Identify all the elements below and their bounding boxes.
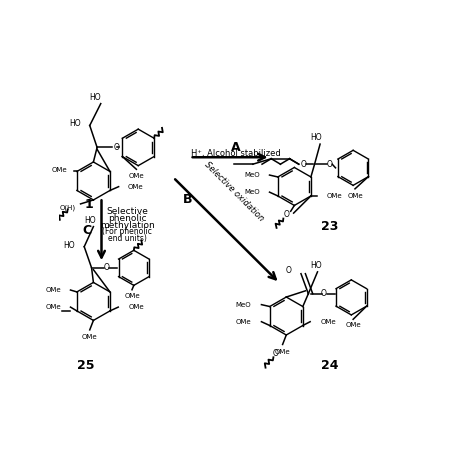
Text: OMe: OMe <box>124 293 140 299</box>
Text: OMe: OMe <box>275 349 291 355</box>
Text: OMe: OMe <box>347 193 363 199</box>
Text: 1: 1 <box>85 198 94 211</box>
Text: methylation: methylation <box>100 220 155 229</box>
Text: O(H): O(H) <box>60 204 76 211</box>
Text: O: O <box>284 210 290 219</box>
Text: 23: 23 <box>320 220 338 233</box>
Text: O: O <box>321 289 327 298</box>
Text: O: O <box>273 349 278 358</box>
Text: OMe: OMe <box>128 183 143 190</box>
Text: O: O <box>326 160 332 169</box>
Text: C: C <box>82 224 91 237</box>
Text: 25: 25 <box>77 359 94 372</box>
Text: OMe: OMe <box>327 193 342 199</box>
Text: MeO: MeO <box>235 301 251 308</box>
Text: O: O <box>301 160 307 169</box>
Text: 24: 24 <box>320 359 338 372</box>
Text: HO: HO <box>64 241 75 250</box>
Text: OMe: OMe <box>129 304 145 310</box>
Text: O: O <box>103 264 109 273</box>
Text: MeO: MeO <box>244 189 260 195</box>
Text: OMe: OMe <box>346 322 361 328</box>
Text: HO: HO <box>310 261 321 270</box>
Text: OMe: OMe <box>128 173 144 179</box>
Text: A: A <box>231 140 240 154</box>
Text: Selective: Selective <box>106 208 148 217</box>
Text: B: B <box>183 193 192 206</box>
Text: H⁺, Alcohol stabilized: H⁺, Alcohol stabilized <box>191 149 281 158</box>
Text: HO: HO <box>84 216 96 225</box>
Text: (For phenolic: (For phenolic <box>102 227 152 236</box>
Text: phenolic: phenolic <box>108 214 146 223</box>
Text: OMe: OMe <box>82 335 98 340</box>
Text: OMe: OMe <box>235 319 251 325</box>
Text: OMe: OMe <box>46 304 61 310</box>
Text: OMe: OMe <box>52 167 68 173</box>
Text: Selective oxidation: Selective oxidation <box>202 160 265 223</box>
Text: OMe: OMe <box>320 319 336 325</box>
Text: MeO: MeO <box>244 172 260 178</box>
Text: OMe: OMe <box>46 287 61 293</box>
Text: HO: HO <box>69 119 81 128</box>
Text: O: O <box>114 143 119 152</box>
Text: end units): end units) <box>108 234 146 243</box>
Text: HO: HO <box>90 92 101 101</box>
Text: O: O <box>286 265 292 274</box>
Text: HO: HO <box>310 133 322 142</box>
